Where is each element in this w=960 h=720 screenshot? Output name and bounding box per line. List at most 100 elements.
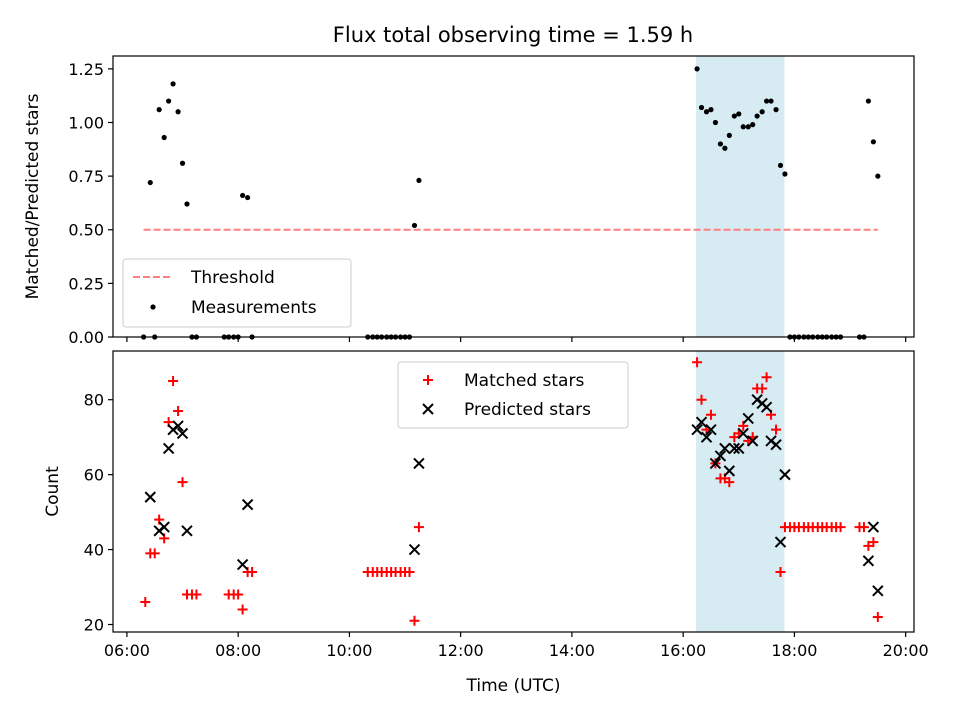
predicted-star-point: [408, 543, 421, 556]
measurement-point: [156, 107, 162, 113]
legend: Matched stars Predicted stars: [397, 361, 629, 429]
matched-star-point: [705, 409, 716, 420]
measurement-point: [875, 173, 881, 179]
measurement-point: [740, 124, 746, 130]
measurement-point: [782, 171, 788, 177]
predicted-star-point: [862, 555, 875, 567]
predicted-star-point: [162, 442, 175, 455]
measurement-point: [763, 98, 770, 104]
matched-star-point: [140, 597, 151, 608]
predicted-star-point: [172, 420, 184, 432]
y-tick-label: 40: [84, 541, 104, 560]
predicted-star-point: [770, 438, 782, 451]
predicted-star-point: [181, 525, 193, 537]
x-tick-label: 16:00: [660, 641, 706, 660]
matched-star-point: [173, 405, 184, 416]
matched-star-point: [771, 424, 782, 435]
measurement-point: [703, 109, 710, 115]
x-tick-label: 10:00: [326, 641, 372, 660]
measurement-point: [166, 98, 172, 104]
matched-star-point: [872, 612, 883, 623]
chart-title: Flux total observing time = 1.59 h: [333, 23, 693, 47]
measurement-point: [175, 109, 181, 115]
predicted-star-point: [742, 412, 754, 425]
measurement-point: [179, 160, 186, 166]
legend-predicted-label: Predicted stars: [464, 400, 591, 420]
predicted-star-point: [867, 521, 880, 533]
y-tick-label: 80: [84, 391, 104, 410]
legend-matched-label: Matched stars: [464, 371, 584, 391]
highlight-span: [695, 351, 785, 632]
matched-star-point: [233, 589, 244, 600]
matched-star-point: [191, 589, 202, 600]
measurement-point: [698, 104, 705, 111]
matched-star-point: [413, 522, 424, 533]
predicted-star-point: [746, 435, 759, 447]
matched-star-point: [409, 615, 420, 626]
matched-star-point: [404, 567, 415, 578]
measurement-point: [245, 194, 251, 201]
measurement-point: [161, 134, 167, 141]
legend-box: [397, 361, 629, 429]
predicted-star-point: [872, 585, 884, 597]
y-tick-label: 0.75: [68, 167, 104, 186]
axes-frame: [112, 350, 915, 633]
predicted-star-point: [176, 427, 189, 440]
matched-star-point: [168, 375, 179, 386]
x-tick-label: 18:00: [771, 641, 817, 660]
matched-star-point: [775, 567, 786, 578]
legend-measurement-label: Measurements: [191, 298, 317, 318]
matched-star-point: [835, 522, 846, 533]
predicted-star-point: [705, 423, 717, 436]
predicted-star-point: [709, 457, 722, 470]
matched-star-point: [858, 522, 869, 533]
measurement-point: [870, 139, 876, 145]
measurement-point: [717, 141, 724, 147]
matched-star-point: [724, 477, 735, 488]
measurement-point: [865, 98, 871, 104]
predicted-star-point: [700, 431, 713, 443]
y-tick-label: 60: [84, 466, 104, 485]
matched-star-point: [863, 540, 874, 551]
axes-frame: [112, 55, 915, 338]
predicted-star-point: [779, 468, 791, 481]
matched-star-point: [237, 604, 248, 615]
measurement-point: [411, 222, 418, 229]
y-tick-label: 1.00: [68, 113, 104, 132]
measurement-point: [694, 66, 700, 72]
y-tick-label: 20: [84, 616, 104, 635]
y-tick-label: 0.00: [68, 328, 104, 347]
predicted-star-point: [236, 558, 249, 571]
measurement-point: [759, 109, 765, 115]
measurement-point: [773, 107, 779, 113]
measurement-point: [416, 177, 422, 184]
x-tick-label: 12:00: [438, 641, 484, 660]
measurement-point: [777, 162, 784, 168]
measurement-point: [768, 98, 774, 104]
legend-measurement-swatch: [150, 304, 156, 310]
predicted-star-point: [719, 442, 731, 455]
ratio-panel: 0.00 0.25 0.50 0.75 1.00 1.25 Matched/Predicte…: [23, 55, 915, 347]
measurement-point: [240, 192, 246, 199]
measurement-point: [745, 124, 751, 130]
legend-matched-swatch: [423, 375, 433, 385]
measurement-point: [147, 179, 153, 186]
measurement-point: [184, 201, 190, 207]
predicted-star-point: [737, 427, 749, 440]
y-axis-label: Matched/Predicted stars: [23, 93, 43, 299]
highlight-span: [695, 56, 785, 337]
legend-threshold-label: Threshold: [190, 268, 275, 288]
measurement-point: [170, 81, 176, 87]
x-tick-label: 20:00: [883, 641, 929, 660]
measurement-point: [726, 132, 732, 138]
predicted-star-point: [760, 401, 773, 413]
predicted-star-point: [158, 521, 170, 533]
x-axis-label: Time (UTC): [466, 676, 561, 696]
measurement-point: [736, 111, 742, 117]
measurement-point: [708, 107, 714, 113]
predicted-star-point: [691, 423, 703, 436]
predicted-star-point: [774, 536, 787, 548]
measurement-point: [750, 122, 756, 128]
matched-star-point: [692, 357, 703, 368]
